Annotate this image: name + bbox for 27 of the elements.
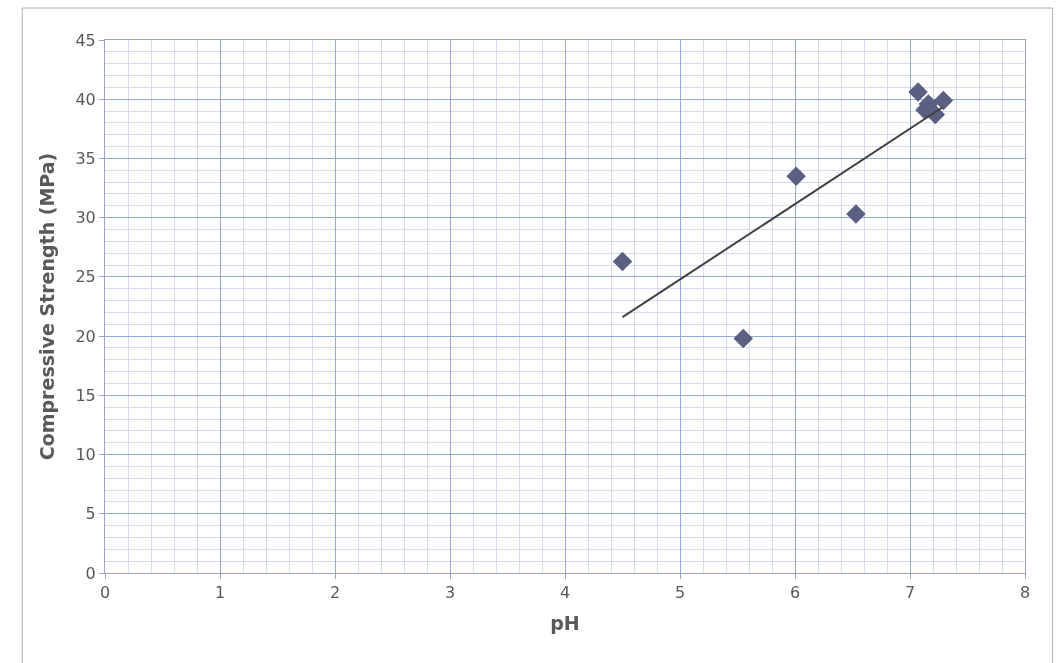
x-tick-label: 0 (99, 583, 111, 603)
point (786, 166, 806, 186)
y-tick-label: 30 (75, 208, 96, 228)
y-tick-label: 35 (75, 149, 96, 169)
point (612, 251, 633, 272)
x-tick-label: 6 (789, 583, 801, 603)
y-tick-label: 20 (75, 326, 96, 346)
y-tick-label: 0 (85, 563, 96, 583)
y-axis-title: Compressive Strength (MPa) (36, 152, 59, 461)
y-tick-label: 5 (85, 504, 96, 524)
y-tick-label: 45 (75, 30, 96, 50)
x-tick-label: 1 (214, 583, 226, 603)
point (908, 82, 928, 102)
x-tick-label: 8 (1019, 583, 1031, 603)
y-tick-label: 40 (75, 89, 96, 109)
x-tick-label: 3 (444, 583, 456, 603)
point (846, 204, 866, 224)
x-tick-label: 2 (329, 583, 341, 603)
x-tick-label: 4 (559, 583, 571, 603)
x-tick-label: 5 (674, 583, 686, 603)
x-axis-title: pH (550, 612, 580, 634)
y-tick-label: 10 (75, 445, 96, 465)
point (733, 328, 753, 349)
y-tick-label: 25 (75, 267, 96, 287)
point (933, 90, 954, 111)
x-tick-label: 7 (904, 583, 916, 603)
y-tick-label: 15 (75, 385, 96, 405)
